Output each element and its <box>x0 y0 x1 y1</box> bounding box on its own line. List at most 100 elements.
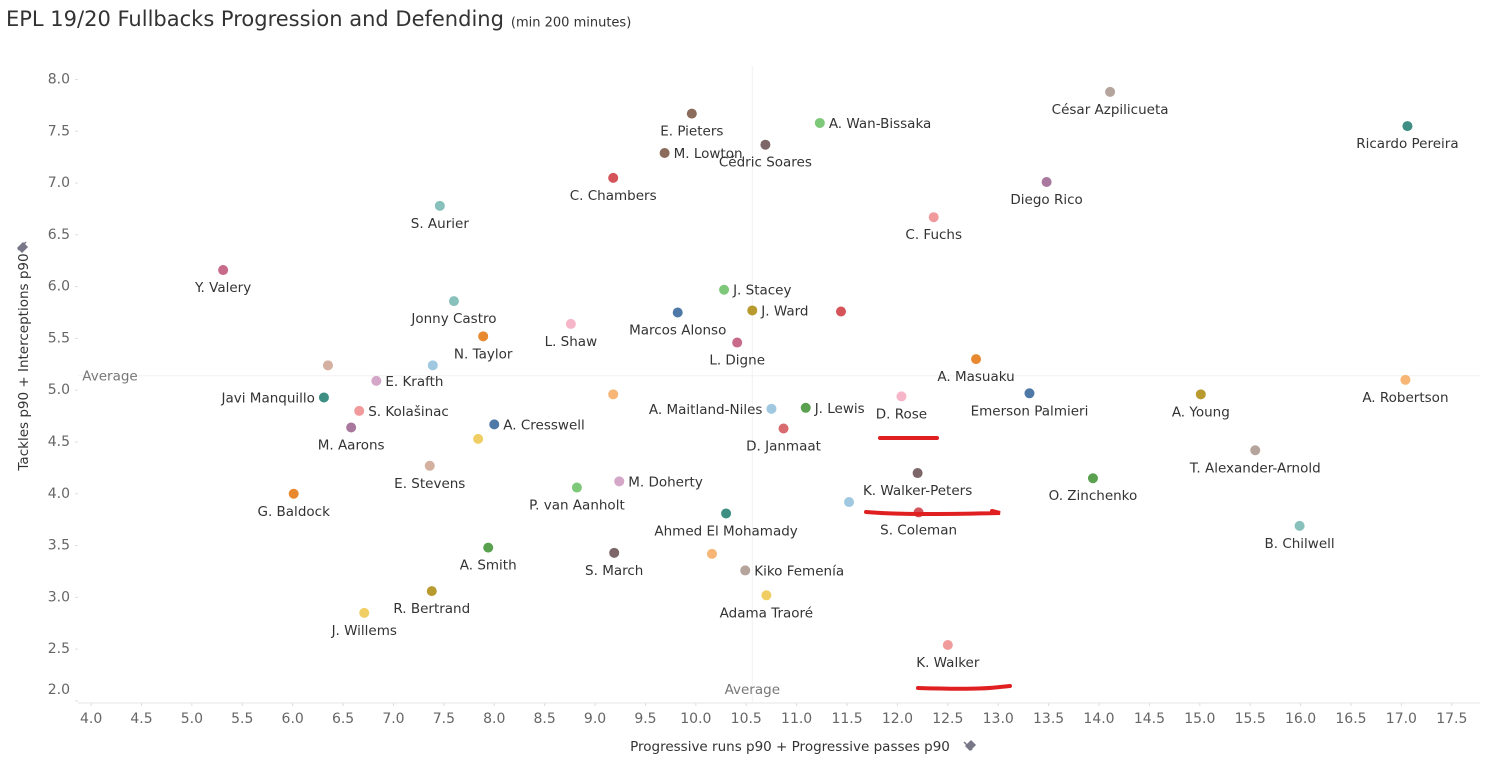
x-tick-label: 17.5 <box>1436 711 1467 727</box>
data-point <box>1024 388 1035 399</box>
x-tick-label: 7.5 <box>433 711 455 727</box>
point-label: J. Ward <box>760 303 808 319</box>
point-label: K. Walker-Peters <box>863 483 972 499</box>
point-label: A. Maitland-Niles <box>649 402 763 418</box>
y-axis-title: Tackles p90 + Interceptions p90 <box>16 253 32 471</box>
point-label: Diego Rico <box>1010 192 1082 208</box>
x-tick-label: 11.0 <box>781 711 812 727</box>
y-tick-label: 2.0 <box>48 682 70 698</box>
point-label: P. van Aanholt <box>529 498 625 514</box>
plot-area: 4.0 4.5 5.0 5.5 6.0 6.5 7.0 7.5 8.0 8.5 9.0 9.5 10.0… <box>48 66 1480 727</box>
x-tick-label: 13.5 <box>1033 711 1064 727</box>
point-label: D. Janmaat <box>746 439 821 455</box>
data-point <box>483 542 494 553</box>
data-point <box>732 337 743 348</box>
y-tick-label: 7.0 <box>48 175 70 191</box>
data-point <box>706 548 717 559</box>
point-label: K. Walker <box>916 655 980 671</box>
point-label: C. Fuchs <box>905 227 962 243</box>
chart-subtitle: (min 200 minutes) <box>511 16 631 31</box>
data-point <box>747 305 758 316</box>
point-label: M. Lowton <box>674 146 743 162</box>
point-label: Emerson Palmieri <box>971 403 1089 419</box>
data-point <box>609 547 620 558</box>
data-point <box>473 433 484 444</box>
data-point <box>318 392 329 403</box>
x-tick-label: 12.5 <box>932 711 963 727</box>
data-point <box>844 497 855 508</box>
data-point <box>354 405 365 416</box>
data-point <box>424 460 435 471</box>
point-label: César Azpilicueta <box>1052 102 1169 118</box>
data-point <box>760 139 771 150</box>
point-label: J. Stacey <box>732 283 791 299</box>
x-tick-label: 4.0 <box>80 711 102 727</box>
data-point <box>288 488 299 499</box>
y-tick-label: 2.5 <box>48 641 70 657</box>
x-axis-title: Progressive runs p90 + Progressive passe… <box>630 739 950 755</box>
data-point <box>489 419 500 430</box>
x-tick-label: 6.0 <box>282 711 304 727</box>
x-tick-label: 8.5 <box>534 711 556 727</box>
y-tick-label: 5.5 <box>48 330 70 346</box>
point-label: E. Pieters <box>660 124 723 140</box>
data-point <box>912 468 923 479</box>
point-label: G. Baldock <box>257 504 330 520</box>
x-tick-label: 7.0 <box>382 711 404 727</box>
y-tick-label: 8.0 <box>48 71 70 87</box>
y-tick-label: 4.5 <box>48 434 70 450</box>
data-point <box>1402 121 1413 132</box>
point-label: Adama Traoré <box>720 605 813 621</box>
point-label: A. Robertson <box>1362 390 1448 406</box>
point-label: C. Chambers <box>570 188 657 204</box>
point-label: T. Alexander-Arnold <box>1189 460 1321 476</box>
data-point <box>1294 520 1305 531</box>
data-point <box>218 265 229 276</box>
x-tick-label: 11.5 <box>831 711 862 727</box>
data-point <box>896 391 907 402</box>
x-tick-label: 15.5 <box>1235 711 1266 727</box>
x-tick-label: 4.5 <box>130 711 152 727</box>
x-tick-label: 16.0 <box>1285 711 1316 727</box>
point-label: Jonny Castro <box>410 311 496 327</box>
point-label: N. Taylor <box>454 346 513 362</box>
point-label: S. Coleman <box>880 522 957 538</box>
data-point <box>434 200 445 211</box>
data-point <box>721 508 732 519</box>
y-tick-label: 5.0 <box>48 382 70 398</box>
x-tick-label: 6.5 <box>332 711 354 727</box>
data-point <box>1195 389 1206 400</box>
point-label: B. Chilwell <box>1264 536 1334 552</box>
y-tick-label: 3.0 <box>48 589 70 605</box>
reference-label: Average <box>82 369 137 385</box>
y-tick-label: 6.0 <box>48 279 70 295</box>
x-tick-label: 5.0 <box>181 711 203 727</box>
point-label: S. Aurier <box>411 216 470 232</box>
x-tick-label: 9.0 <box>584 711 606 727</box>
point-label: S. March <box>585 563 643 579</box>
point-label: A. Young <box>1172 404 1230 420</box>
data-point <box>1041 177 1052 188</box>
point-label: A. Wan-Bissaka <box>829 116 932 132</box>
pin-icon <box>16 241 29 254</box>
point-label: O. Zinchenko <box>1049 488 1138 504</box>
point-label: E. Krafth <box>385 374 443 390</box>
point-label: Javi Manquillo <box>221 390 315 406</box>
data-point <box>322 360 333 371</box>
data-point <box>686 108 697 119</box>
data-point <box>659 148 670 159</box>
x-tick-label: 12.0 <box>882 711 913 727</box>
point-label: R. Bertrand <box>393 601 470 617</box>
x-tick-label: 10.0 <box>680 711 711 727</box>
data-point <box>1105 86 1116 97</box>
x-tick-label: 5.5 <box>231 711 253 727</box>
y-tick-label: 7.5 <box>48 123 70 139</box>
data-point <box>835 306 846 317</box>
x-tick-label: 16.5 <box>1335 711 1366 727</box>
annotation-underline <box>864 509 1001 516</box>
data-point <box>761 590 772 601</box>
data-point <box>719 284 730 295</box>
data-point <box>672 307 683 318</box>
data-point <box>800 402 811 413</box>
